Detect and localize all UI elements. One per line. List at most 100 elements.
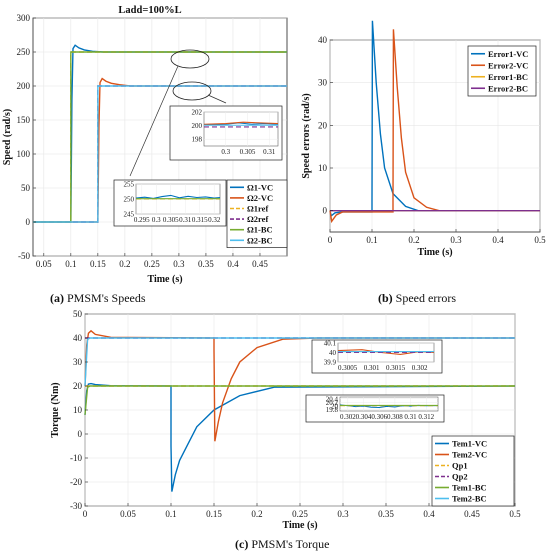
x-tick-label: 0.2 (119, 259, 130, 269)
series-line (84, 385, 515, 415)
inset-y-tick-label: 202 (192, 109, 203, 117)
inset-y-tick-label: 255 (124, 181, 135, 189)
inset-y-tick-label: 200 (192, 122, 203, 130)
inset-y-tick-label: 19.8 (326, 406, 339, 414)
y-tick-label: 20 (318, 120, 328, 130)
inset-y-tick-label: 20.2 (326, 399, 339, 407)
x-tick-label: 0.4 (492, 235, 504, 245)
x-tick-label: 0.25 (292, 509, 308, 519)
y-tick-label: 0 (323, 206, 328, 216)
x-tick-label: 0.2 (251, 509, 262, 519)
y-axis-label-speeds: Speed (rad/s) (2, 109, 13, 165)
legend-label: Error2-BC (488, 83, 528, 93)
series-line (84, 337, 515, 387)
x-tick-label: 0.1 (366, 235, 377, 245)
inset-x-tick-label: 0.302 (340, 413, 356, 421)
inset-y-tick-label: 245 (124, 211, 135, 219)
x-tick-label: 0.4 (423, 509, 435, 519)
x-tick-label: 0.25 (144, 259, 160, 269)
inset-series-line (203, 121, 279, 125)
inset-chart-250: 0.295 0.3 0.305 0.31 0.315 0.32 245 250 255 (124, 181, 221, 225)
legend-label: Error1-VC (488, 49, 528, 59)
panel-errors: 0 0.1 0.2 0.3 0.4 0.5 0 10 20 30 40 Time (s) Speed… (301, 20, 546, 258)
legend-label: Ω2-VC (247, 193, 273, 203)
ticks-errors: 0 0.1 0.2 0.3 0.4 0.5 0 10 20 30 40 (318, 35, 546, 245)
x-tick-label: 0.3 (337, 509, 349, 519)
series-line (329, 20, 540, 218)
y-tick-label: -50 (18, 251, 30, 261)
legend-label: Ω1-BC (247, 225, 273, 235)
y-tick-label: 0 (26, 217, 31, 227)
zoom-arrow-200 (207, 94, 227, 104)
x-tick-label: 0.35 (198, 259, 214, 269)
x-tick-label: 0 (83, 509, 88, 519)
legend-label: Ω2ref (247, 214, 268, 224)
legend-label: Tem2-VC (452, 450, 487, 460)
x-tick-label: 0.45 (464, 509, 480, 519)
legend-label: Qp1 (452, 461, 468, 471)
x-tick-label: 0.1 (165, 509, 176, 519)
inset-plot-area (203, 111, 279, 147)
legend-label: Ω2-BC (247, 235, 273, 245)
inset-plot-area (339, 396, 439, 412)
inset-x-tick-label: 0.3015 (386, 364, 406, 372)
inset-x-tick-label: 0.31 (179, 216, 192, 224)
x-axis-label-speeds: Time (s) (147, 274, 182, 285)
zoom-ellipse-250 (170, 49, 210, 69)
inset-x-tick-label: 0.312 (418, 413, 434, 421)
inset-x-tick-label: 0.302 (412, 364, 428, 372)
y-tick-label: 50 (73, 309, 83, 319)
y-tick-label: 10 (73, 405, 83, 415)
x-tick-label: 0.5 (509, 509, 521, 519)
legend-label: Tem1-BC (452, 483, 487, 493)
inset-x-tick-label: 0.31 (404, 413, 417, 421)
inset-x-tick-label: 0.3 (152, 216, 161, 224)
zoom-arrow-250 (129, 65, 179, 177)
inset-x-tick-label: 0.301 (364, 364, 380, 372)
y-tick-label: 40 (318, 35, 328, 45)
x-tick-label: 0.4 (227, 259, 239, 269)
legend-label: Tem2-BC (452, 494, 487, 504)
inset-y-tick-label: 20.4 (326, 395, 339, 403)
y-tick-label: 50 (21, 183, 31, 193)
inset-y-tick-label: 40.1 (324, 340, 337, 348)
series-line (33, 85, 287, 223)
y-tick-label: 0 (78, 429, 83, 439)
x-tick-label: 0.5 (534, 235, 546, 245)
y-tick-label: 30 (73, 357, 83, 367)
y-axis-label-errors: Speed errors (rad/s) (301, 93, 312, 178)
legend-box (226, 179, 288, 248)
legend-label: Tem1-VC (452, 439, 487, 449)
x-tick-label: 0.45 (252, 259, 268, 269)
y-tick-label: 150 (17, 115, 31, 125)
series-line (84, 329, 515, 442)
x-axis-label-torque: Time (s) (282, 520, 317, 531)
x-tick-label: 0.2 (408, 235, 419, 245)
x-tick-label: 0.35 (378, 509, 394, 519)
x-axis-label-errors: Time (s) (417, 247, 452, 258)
x-tick-label: 0.15 (90, 259, 106, 269)
series-errors (329, 20, 540, 224)
inset-y-tick-label: 40 (329, 349, 337, 357)
inset-x-tick-label: 0.305 (163, 216, 179, 224)
inset-x-tick-label: 0.31 (263, 148, 276, 156)
ticks-torque: 0 0.05 0.1 0.15 0.2 0.25 0.3 0.35 0.4 0.45 0.5 -30 -… (70, 309, 521, 519)
legend-label: Ω1ref (247, 204, 268, 214)
y-tick-label: 40 (73, 333, 83, 343)
y-tick-label: -20 (70, 477, 82, 487)
inset-x-tick-label: 0.3 (221, 148, 230, 156)
inset-chart-200: 0.3 0.305 0.31 198 200 202 (192, 109, 279, 156)
zoom-ellipse-200 (172, 81, 212, 101)
panel-torque: 0 0.05 0.1 0.15 0.2 0.25 0.3 0.35 0.4 0.45 0.5 -30 -… (50, 309, 521, 531)
legend-label: Ω1-VC (247, 182, 273, 192)
inset-y-tick-label: 39.9 (324, 359, 337, 367)
y-tick-label: 100 (17, 149, 31, 159)
x-tick-label: 0 (328, 235, 333, 245)
inset-x-tick-label: 0.315 (192, 216, 208, 224)
x-tick-label: 0.1 (65, 259, 76, 269)
